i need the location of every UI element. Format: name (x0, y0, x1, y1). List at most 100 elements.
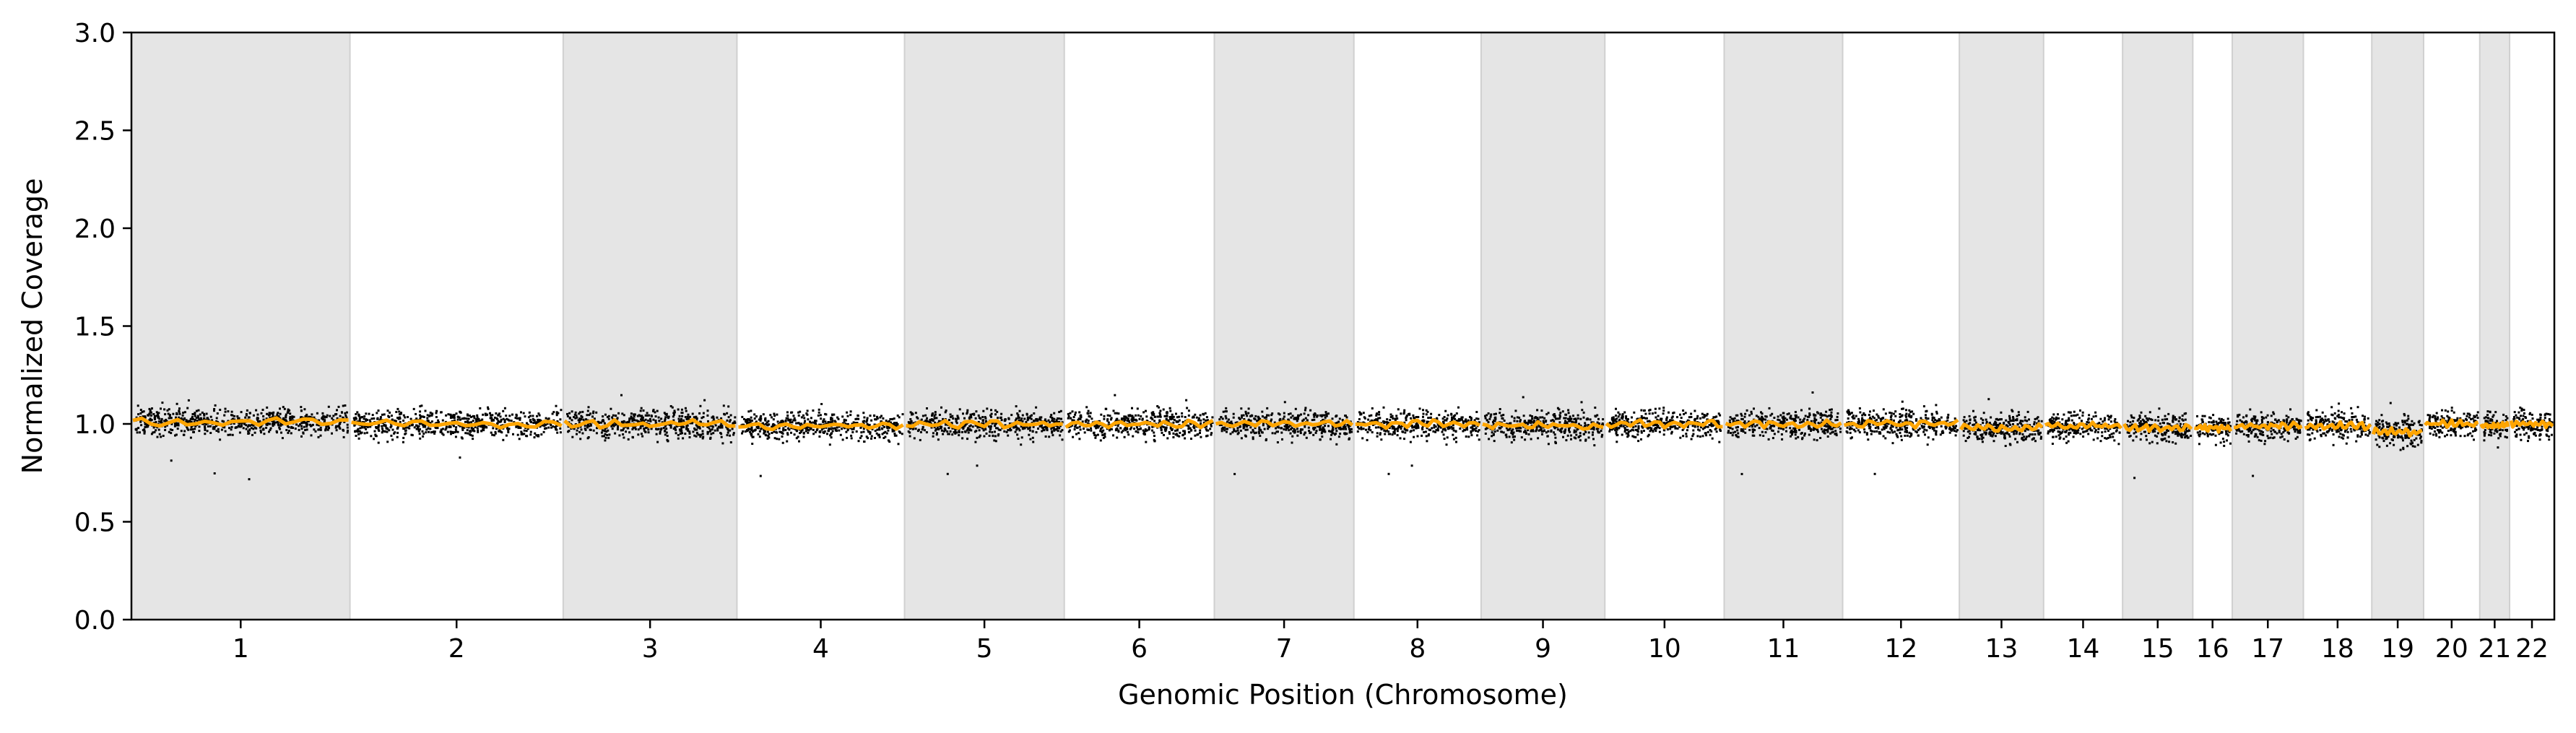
coverage-point (845, 419, 847, 422)
coverage-point (654, 420, 657, 422)
coverage-point (939, 427, 942, 430)
coverage-point (1283, 412, 1285, 415)
coverage-point (1114, 412, 1116, 415)
coverage-point (1699, 417, 1701, 420)
coverage-point (1649, 429, 1652, 431)
coverage-point (294, 428, 297, 430)
coverage-point (824, 412, 827, 415)
coverage-point (1240, 407, 1243, 410)
coverage-point (1189, 427, 1192, 430)
coverage-point (319, 426, 322, 429)
coverage-point (472, 438, 474, 441)
coverage-point (1618, 413, 1621, 416)
coverage-point (374, 435, 377, 437)
coverage-point (711, 425, 714, 428)
coverage-point (1069, 429, 1071, 432)
coverage-point (1227, 418, 1230, 421)
coverage-point (272, 420, 275, 422)
coverage-point (149, 417, 152, 420)
coverage-point (931, 414, 933, 417)
coverage-point (454, 419, 456, 422)
coverage-point (641, 416, 643, 419)
coverage-point (603, 430, 606, 433)
coverage-point (1719, 430, 1722, 432)
coverage-point (1665, 422, 1668, 425)
coverage-point (762, 423, 765, 426)
coverage-point (1643, 409, 1646, 412)
coverage-point (1088, 415, 1090, 417)
coverage-point (1057, 430, 1059, 433)
coverage-point (1502, 414, 1505, 417)
coverage-point (135, 416, 138, 419)
coverage-point (1486, 419, 1488, 422)
coverage-point (1444, 429, 1447, 432)
coverage-point (880, 415, 882, 417)
coverage-point (1053, 429, 1056, 432)
coverage-point (1259, 417, 1262, 420)
coverage-point (467, 432, 469, 435)
coverage-point (664, 418, 667, 421)
coverage-point (1541, 433, 1543, 435)
coverage-point (231, 414, 234, 417)
coverage-point (846, 411, 849, 414)
coverage-point (727, 416, 730, 419)
coverage-point (1790, 430, 1792, 433)
coverage-point (1050, 414, 1053, 416)
coverage-point (874, 430, 877, 433)
coverage-point (673, 413, 675, 416)
coverage-point (1475, 430, 1478, 433)
coverage-point (987, 425, 990, 428)
coverage-point (1503, 420, 1506, 422)
coverage-point (1422, 419, 1425, 422)
coverage-point (1813, 438, 1816, 441)
coverage-point (1220, 423, 1223, 426)
coverage-point (295, 423, 298, 426)
coverage-point (869, 433, 872, 435)
coverage-point (1551, 419, 1554, 422)
coverage-point (1609, 428, 1612, 431)
coverage-point (1020, 417, 1023, 420)
coverage-point (775, 431, 778, 433)
coverage-point (1226, 420, 1229, 423)
coverage-point (359, 432, 362, 435)
coverage-point (1361, 437, 1364, 440)
coverage-point (937, 428, 940, 430)
coverage-point (1271, 412, 1274, 415)
coverage-point (1288, 425, 1291, 428)
coverage-point (1709, 433, 1712, 436)
coverage-point (1172, 432, 1175, 435)
coverage-point (181, 414, 184, 417)
coverage-point (148, 419, 151, 422)
coverage-point (1704, 432, 1707, 435)
coverage-point (269, 428, 272, 431)
coverage-point (950, 422, 953, 425)
coverage-point (778, 438, 781, 441)
coverage-point (949, 413, 952, 416)
coverage-point (1116, 427, 1119, 430)
coverage-point (251, 433, 253, 436)
coverage-point (1442, 433, 1445, 436)
coverage-point (1627, 430, 1630, 433)
coverage-point (750, 429, 753, 432)
coverage-point (924, 414, 927, 417)
coverage-point (652, 409, 654, 412)
coverage-point (1642, 417, 1645, 419)
coverage-point (1202, 418, 1205, 421)
coverage-point (1655, 416, 1657, 419)
coverage-point (925, 431, 928, 434)
coverage-point (136, 404, 139, 407)
coverage-point (1153, 440, 1156, 443)
coverage-point (1382, 406, 1385, 409)
coverage-point (1159, 414, 1162, 416)
coverage-point (1434, 425, 1437, 428)
coverage-point (949, 430, 952, 433)
coverage-point (1665, 417, 1668, 420)
coverage-point (582, 418, 585, 421)
coverage-point (1616, 441, 1618, 443)
coverage-point (191, 428, 194, 431)
coverage-point (1330, 433, 1333, 436)
coverage-point (377, 428, 380, 431)
coverage-point (1021, 414, 1024, 417)
coverage-point (786, 415, 789, 417)
coverage-point (1610, 428, 1613, 431)
